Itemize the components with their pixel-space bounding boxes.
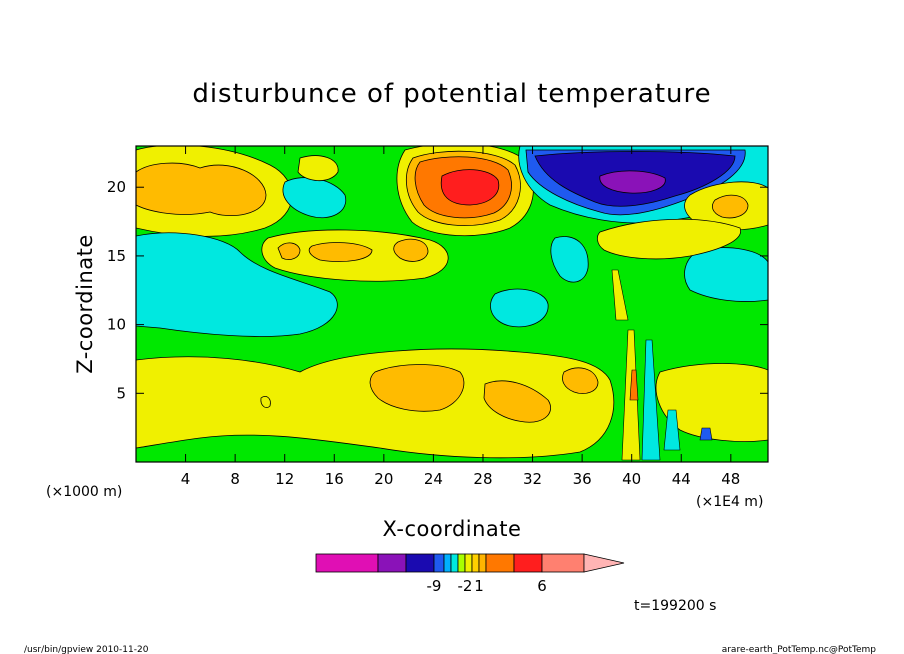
x-tick-label: 48 [721, 470, 740, 488]
contour-orange-light [260, 396, 271, 408]
contour-cyan [136, 232, 338, 337]
y-tick-label: 10 [107, 316, 126, 334]
contour-streak [629, 369, 639, 401]
x-tick-label: 40 [622, 470, 641, 488]
chart-title: disturbunce of potential temperature [192, 79, 711, 109]
colorbar-bin [457, 553, 466, 573]
plot-frame [135, 145, 769, 463]
contour-orange-light [562, 367, 599, 394]
colorbar-tick-label: 1 [474, 577, 484, 595]
time-label: t=199200 s [634, 598, 716, 614]
colorbar-bin [405, 553, 435, 573]
colorbar-bin [485, 553, 515, 573]
contour-cyan [684, 247, 768, 302]
y-tick-label: 20 [107, 178, 126, 196]
contour-orange-light [369, 364, 465, 412]
contour-orange-light [136, 162, 267, 216]
y-axis-ticks: 5 10 15 20 [107, 178, 768, 402]
colorbar-bin [541, 553, 585, 573]
x-tick-label: 12 [275, 470, 294, 488]
contour-red [440, 169, 500, 206]
x-tick-label: 44 [672, 470, 691, 488]
colorbar-bin [377, 553, 407, 573]
contour-orange-light [711, 194, 749, 219]
colorbar-bin [471, 553, 480, 573]
contour-streak [663, 409, 681, 451]
x-axis-unit-left: (×1000 m) [46, 484, 122, 500]
x-tick-label: 16 [325, 470, 344, 488]
colorbar-bin [315, 553, 379, 573]
contour-cyan [550, 236, 589, 283]
contour-orange-light [277, 242, 301, 260]
contour-yellow [596, 218, 741, 260]
colorbar-bin [433, 553, 445, 573]
colorbar-bin [478, 553, 487, 573]
colorbar-tick-label: 6 [537, 577, 547, 595]
contour-yellow [297, 155, 339, 182]
y-tick-label: 5 [116, 384, 126, 402]
contour-streak [641, 339, 661, 461]
x-axis-ticks: 4 8 12 16 20 24 28 32 36 40 44 48 [181, 146, 740, 488]
x-tick-label: 36 [573, 470, 592, 488]
colorbar-bin [450, 553, 459, 573]
x-axis-label: X-coordinate [383, 517, 522, 541]
colorbar-extend-triangle [583, 553, 625, 573]
plot-area [136, 146, 768, 462]
colorbar-tick-label: -9 [427, 577, 442, 595]
contour-orange-light [393, 238, 429, 262]
colorbar: -9 -2 1 6 [315, 553, 625, 595]
y-axis-label: Z-coordinate [73, 234, 97, 374]
contour-streak [699, 427, 713, 441]
x-tick-label: 4 [181, 470, 191, 488]
contour-orange-light [308, 242, 373, 262]
footer-left: /usr/bin/gpview 2010-11-20 [24, 645, 149, 654]
x-tick-label: 28 [473, 470, 492, 488]
colorbar-bin [464, 553, 473, 573]
colorbar-tick-label: -2 [458, 577, 473, 595]
contour-yellow [655, 363, 768, 442]
x-axis-unit-right: (×1E4 m) [696, 494, 763, 510]
contour-yellow [136, 348, 615, 459]
x-tick-label: 24 [424, 470, 443, 488]
footer-right: arare-earth_PotTemp.nc@PotTemp [722, 645, 877, 654]
x-tick-label: 20 [374, 470, 393, 488]
x-tick-label: 8 [230, 470, 240, 488]
colorbar-bin [513, 553, 543, 573]
x-tick-label: 32 [523, 470, 542, 488]
contour-streak [611, 269, 629, 321]
contour-purple [599, 170, 666, 194]
y-tick-label: 15 [107, 247, 126, 265]
contour-orange-light [483, 380, 551, 423]
contour-cyan [490, 288, 549, 328]
colorbar-bin [443, 553, 452, 573]
